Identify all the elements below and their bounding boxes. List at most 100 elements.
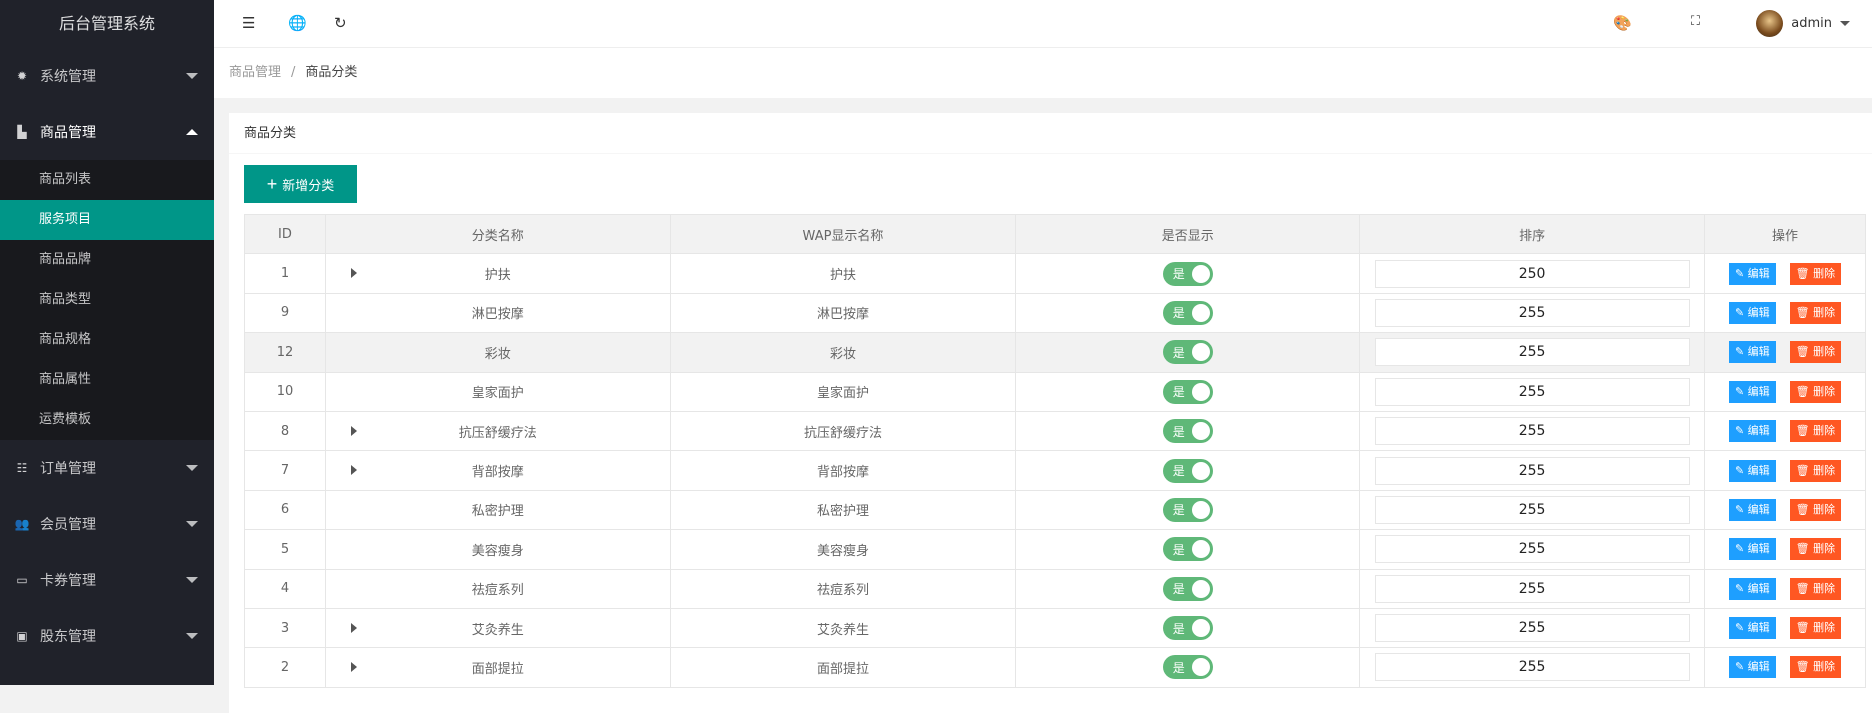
menu-goods[interactable]: ▙ 商品管理 bbox=[0, 104, 214, 160]
show-toggle[interactable]: 是 bbox=[1162, 261, 1213, 286]
col-sort: 排序 bbox=[1359, 213, 1706, 255]
pencil-icon: ✎ bbox=[1734, 266, 1745, 280]
palette-icon[interactable]: 🎨 bbox=[1613, 14, 1632, 32]
edit-button[interactable]: ✎ 编辑 bbox=[1728, 301, 1776, 324]
expand-arrow-icon[interactable] bbox=[350, 662, 357, 673]
table-row: 5 美容瘦身 美容瘦身 是 ✎ 编辑 🗑 删除 bbox=[244, 529, 1866, 570]
edit-button[interactable]: ✎ 编辑 bbox=[1728, 262, 1776, 285]
menu-label: 系统管理 bbox=[40, 69, 96, 85]
sort-input[interactable] bbox=[1374, 495, 1690, 524]
edit-button[interactable]: ✎ 编辑 bbox=[1728, 420, 1776, 443]
toggle-knob bbox=[1191, 264, 1210, 283]
sort-input[interactable] bbox=[1374, 653, 1690, 682]
fullscreen-icon[interactable]: ⛶ bbox=[1690, 14, 1700, 29]
submenu-brand[interactable]: 商品品牌 bbox=[39, 252, 92, 267]
submenu-goods-list[interactable]: 商品列表 bbox=[39, 172, 92, 187]
delete-label: 删除 bbox=[1813, 463, 1836, 477]
cell-show: 是 bbox=[1015, 253, 1361, 294]
sort-input[interactable] bbox=[1374, 574, 1690, 603]
menu-system[interactable]: ✹ 系统管理 bbox=[0, 48, 214, 104]
delete-button[interactable]: 🗑 删除 bbox=[1789, 262, 1842, 285]
show-toggle[interactable]: 是 bbox=[1162, 300, 1213, 325]
show-toggle[interactable]: 是 bbox=[1162, 537, 1213, 562]
delete-button[interactable]: 🗑 删除 bbox=[1789, 459, 1842, 482]
edit-button[interactable]: ✎ 编辑 bbox=[1728, 459, 1776, 482]
breadcrumb-item[interactable]: 商品管理 bbox=[229, 65, 282, 80]
add-category-button[interactable]: + 新增分类 bbox=[244, 165, 357, 203]
submenu-spec[interactable]: 商品规格 bbox=[39, 332, 92, 347]
show-toggle[interactable]: 是 bbox=[1162, 419, 1213, 444]
show-toggle[interactable]: 是 bbox=[1162, 655, 1213, 680]
pencil-icon: ✎ bbox=[1734, 660, 1745, 674]
delete-button[interactable]: 🗑 删除 bbox=[1789, 341, 1842, 364]
edit-button[interactable]: ✎ 编辑 bbox=[1728, 617, 1776, 640]
sort-input[interactable] bbox=[1374, 535, 1690, 564]
button-label: 新增分类 bbox=[282, 177, 335, 193]
submenu-type[interactable]: 商品类型 bbox=[39, 292, 92, 307]
delete-button[interactable]: 🗑 删除 bbox=[1789, 301, 1842, 324]
sort-input[interactable] bbox=[1374, 417, 1690, 446]
expand-arrow-icon[interactable] bbox=[350, 425, 357, 436]
submenu-shipping[interactable]: 运费模板 bbox=[39, 412, 92, 427]
trash-icon: 🗑 bbox=[1795, 621, 1810, 635]
cell-sort bbox=[1359, 607, 1706, 649]
show-toggle[interactable]: 是 bbox=[1162, 497, 1213, 522]
globe-icon[interactable]: 🌐 bbox=[288, 14, 307, 32]
cell-id: 8 bbox=[244, 410, 326, 452]
sort-input[interactable] bbox=[1374, 377, 1690, 406]
sort-input[interactable] bbox=[1374, 338, 1690, 367]
show-toggle[interactable]: 是 bbox=[1162, 616, 1213, 641]
show-toggle[interactable]: 是 bbox=[1162, 458, 1213, 483]
cell-name: 美容瘦身 bbox=[324, 529, 671, 570]
topbar: ☰ 🌐 ↻ 🎨 ⛶ admin bbox=[214, 0, 1872, 48]
menu-shareholders[interactable]: ▣ 股东管理 bbox=[0, 608, 214, 664]
delete-button[interactable]: 🗑 删除 bbox=[1789, 420, 1842, 443]
cell-wap: 背部按摩 bbox=[669, 450, 1017, 491]
cell-name: 抗压舒缓疗法 bbox=[324, 410, 671, 452]
user-menu[interactable]: admin bbox=[1756, 10, 1850, 37]
expand-arrow-icon[interactable] bbox=[350, 465, 357, 476]
sort-input[interactable] bbox=[1374, 614, 1690, 643]
delete-button[interactable]: 🗑 删除 bbox=[1789, 498, 1842, 521]
show-toggle[interactable]: 是 bbox=[1162, 379, 1213, 404]
toggle-label: 是 bbox=[1172, 660, 1185, 675]
edit-button[interactable]: ✎ 编辑 bbox=[1728, 380, 1776, 403]
delete-button[interactable]: 🗑 删除 bbox=[1789, 656, 1842, 679]
cell-wap: 淋巴按摩 bbox=[669, 292, 1017, 334]
pencil-icon: ✎ bbox=[1734, 581, 1745, 595]
delete-button[interactable]: 🗑 删除 bbox=[1789, 577, 1842, 600]
sort-input[interactable] bbox=[1374, 456, 1690, 485]
menu-orders[interactable]: ☷ 订单管理 bbox=[0, 440, 214, 496]
category-table: ID 分类名称 WAP显示名称 是否显示 排序 操作 1 护扶 护扶 是 ✎ 编… bbox=[244, 213, 1866, 688]
cell-id: 7 bbox=[244, 450, 326, 491]
refresh-icon[interactable]: ↻ bbox=[334, 14, 347, 32]
show-toggle[interactable]: 是 bbox=[1162, 340, 1213, 365]
delete-button[interactable]: 🗑 删除 bbox=[1789, 538, 1842, 561]
delete-button[interactable]: 🗑 删除 bbox=[1789, 617, 1842, 640]
delete-button[interactable]: 🗑 删除 bbox=[1789, 380, 1842, 403]
trash-icon: 🗑 bbox=[1795, 424, 1810, 438]
cell-actions: ✎ 编辑 🗑 删除 bbox=[1704, 647, 1866, 688]
cell-sort bbox=[1359, 253, 1706, 294]
submenu-attr[interactable]: 商品属性 bbox=[39, 372, 92, 387]
chevron-up-icon bbox=[186, 129, 198, 135]
submenu-service-items[interactable]: 服务项目 bbox=[0, 200, 214, 240]
edit-button[interactable]: ✎ 编辑 bbox=[1728, 577, 1776, 600]
edit-button[interactable]: ✎ 编辑 bbox=[1728, 498, 1776, 521]
show-toggle[interactable]: 是 bbox=[1162, 576, 1213, 601]
expand-arrow-icon[interactable] bbox=[350, 622, 357, 633]
cell-wap: 美容瘦身 bbox=[669, 529, 1017, 570]
users-icon: 👥 bbox=[14, 517, 30, 531]
edit-button[interactable]: ✎ 编辑 bbox=[1728, 538, 1776, 561]
sort-input[interactable] bbox=[1374, 298, 1690, 327]
collapse-menu-icon[interactable]: ☰ bbox=[242, 14, 256, 32]
cell-show: 是 bbox=[1015, 410, 1361, 452]
edit-button[interactable]: ✎ 编辑 bbox=[1728, 656, 1776, 679]
toggle-label: 是 bbox=[1172, 385, 1185, 400]
cell-wap: 祛痘系列 bbox=[669, 568, 1017, 609]
menu-members[interactable]: 👥 会员管理 bbox=[0, 496, 214, 552]
expand-arrow-icon[interactable] bbox=[350, 268, 357, 279]
menu-cards[interactable]: ▭ 卡券管理 bbox=[0, 552, 214, 608]
edit-button[interactable]: ✎ 编辑 bbox=[1728, 341, 1776, 364]
sort-input[interactable] bbox=[1374, 259, 1690, 288]
